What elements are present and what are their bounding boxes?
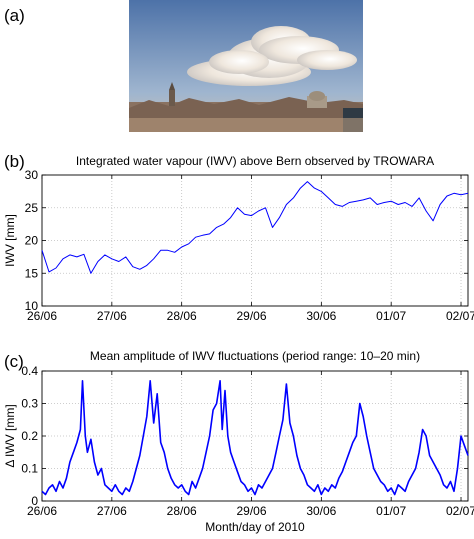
cloud-shape xyxy=(187,26,357,86)
chart-b-x-tick-label: 28/06 xyxy=(167,309,197,323)
chart-c-y-tick-label: 0.1 xyxy=(21,462,38,476)
chart-c-y-tick-label: 0.3 xyxy=(21,397,38,411)
chart-b-series-line xyxy=(41,181,469,274)
chart-b-x-tick-label: 27/06 xyxy=(97,309,127,323)
chart-c-y-tick-label: 0.2 xyxy=(21,429,38,443)
panel-label-c: (c) xyxy=(4,352,24,371)
chart-c-x-tick-label: 28/06 xyxy=(167,504,197,518)
panel-label-a: (a) xyxy=(4,6,25,25)
chart-b-x-tick-label: 02/07 xyxy=(446,309,474,323)
chart-c-xlabel: Month/day of 2010 xyxy=(205,520,305,534)
chart-c-x-tick-label: 26/06 xyxy=(27,504,57,518)
chart-b-y-tick-label: 30 xyxy=(25,168,39,182)
chart-c: Mean amplitude of IWV fluctuations (peri… xyxy=(3,349,474,534)
chart-c-x-tick-label: 29/06 xyxy=(236,504,266,518)
chart-c-ylabel: Δ IWV [mm] xyxy=(3,404,17,467)
chart-c-title: Mean amplitude of IWV fluctuations (peri… xyxy=(90,349,420,363)
panel-label-b: (b) xyxy=(4,152,25,171)
chart-b-y-tick-label: 10 xyxy=(25,299,39,313)
chart-b-ylabel: IWV [mm] xyxy=(3,214,17,267)
chart-b-title: Integrated water vapour (IWV) above Bern… xyxy=(76,154,434,168)
chart-b-x-tick-label: 01/07 xyxy=(376,309,406,323)
chart-c-x-tick-label: 27/06 xyxy=(97,504,127,518)
chart-b-x-tick-label: 30/06 xyxy=(306,309,336,323)
chart-c-x-tick-label: 01/07 xyxy=(376,504,406,518)
chart-b-y-tick-label: 20 xyxy=(25,234,39,248)
chart-b-x-tick-label: 29/06 xyxy=(236,309,266,323)
city-shape xyxy=(129,82,363,132)
chart-b-y-tick-label: 15 xyxy=(25,266,39,280)
chart-c-series-line xyxy=(41,380,469,496)
sky-cumulonimbus-city-photo-icon xyxy=(129,0,363,132)
chart-c-y-tick-label: 0 xyxy=(31,494,38,508)
chart-c-y-tick-label: 0.4 xyxy=(21,364,38,378)
charts-container: Integrated water vapour (IWV) above Bern… xyxy=(3,154,474,534)
chart-c-x-tick-label: 30/06 xyxy=(306,504,336,518)
chart-b-x-tick-label: 26/06 xyxy=(27,309,57,323)
chart-b: Integrated water vapour (IWV) above Bern… xyxy=(3,154,474,323)
chart-b-y-tick-label: 25 xyxy=(25,201,39,215)
chart-c-x-tick-label: 02/07 xyxy=(446,504,474,518)
